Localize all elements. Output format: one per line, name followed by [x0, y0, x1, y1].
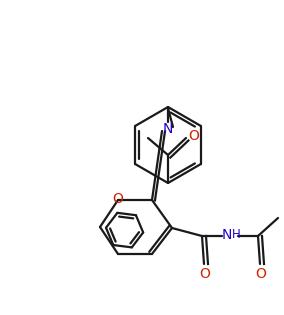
Text: N: N: [222, 228, 232, 242]
Text: O: O: [189, 129, 199, 143]
Text: O: O: [256, 267, 266, 281]
Text: N: N: [163, 122, 173, 136]
Text: O: O: [112, 192, 124, 206]
Text: O: O: [200, 267, 210, 281]
Text: H: H: [232, 228, 240, 242]
